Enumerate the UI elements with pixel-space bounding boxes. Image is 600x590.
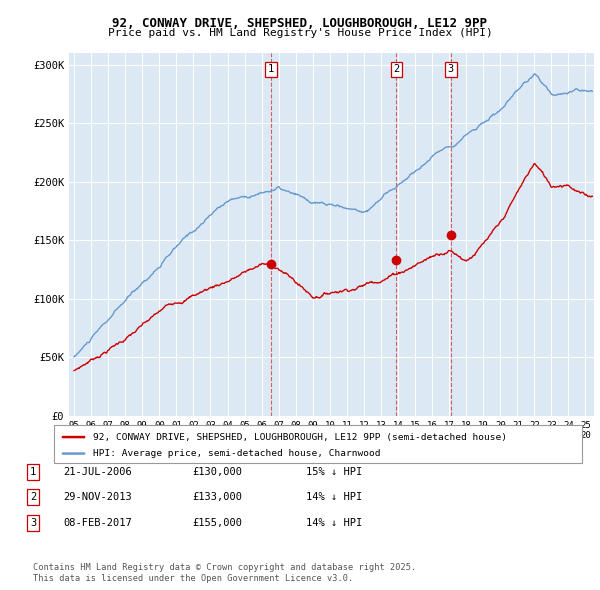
Text: 21-JUL-2006: 21-JUL-2006: [63, 467, 132, 477]
Text: Contains HM Land Registry data © Crown copyright and database right 2025.
This d: Contains HM Land Registry data © Crown c…: [33, 563, 416, 583]
Text: 15% ↓ HPI: 15% ↓ HPI: [306, 467, 362, 477]
Text: 3: 3: [448, 64, 454, 74]
Text: £130,000: £130,000: [192, 467, 242, 477]
Text: 92, CONWAY DRIVE, SHEPSHED, LOUGHBOROUGH, LE12 9PP: 92, CONWAY DRIVE, SHEPSHED, LOUGHBOROUGH…: [113, 17, 487, 30]
Text: HPI: Average price, semi-detached house, Charnwood: HPI: Average price, semi-detached house,…: [93, 449, 380, 458]
Text: 14% ↓ HPI: 14% ↓ HPI: [306, 493, 362, 502]
Text: 2: 2: [30, 493, 36, 502]
Text: 3: 3: [30, 518, 36, 527]
Text: 08-FEB-2017: 08-FEB-2017: [63, 518, 132, 527]
Text: 2: 2: [394, 64, 400, 74]
Text: 1: 1: [30, 467, 36, 477]
Text: 92, CONWAY DRIVE, SHEPSHED, LOUGHBOROUGH, LE12 9PP (semi-detached house): 92, CONWAY DRIVE, SHEPSHED, LOUGHBOROUGH…: [93, 432, 507, 441]
Text: 1: 1: [268, 64, 274, 74]
Text: £155,000: £155,000: [192, 518, 242, 527]
Text: 14% ↓ HPI: 14% ↓ HPI: [306, 518, 362, 527]
Text: £133,000: £133,000: [192, 493, 242, 502]
Text: Price paid vs. HM Land Registry's House Price Index (HPI): Price paid vs. HM Land Registry's House …: [107, 28, 493, 38]
Text: 29-NOV-2013: 29-NOV-2013: [63, 493, 132, 502]
